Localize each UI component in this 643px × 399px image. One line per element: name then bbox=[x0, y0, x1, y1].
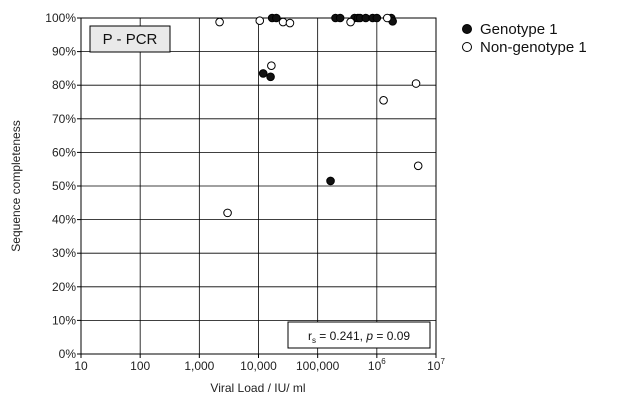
legend-label: Genotype 1 bbox=[480, 20, 558, 38]
y-tick-label: 10% bbox=[52, 313, 76, 327]
p-value: = 0.09 bbox=[373, 329, 410, 343]
y-tick-label: 30% bbox=[52, 246, 76, 260]
data-point-genotype-1 bbox=[272, 13, 281, 23]
y-tick-label: 60% bbox=[52, 145, 76, 159]
panel-label: P - PCR bbox=[103, 31, 158, 48]
y-tick-label: 100% bbox=[45, 11, 76, 25]
data-point-non-genotype-1 bbox=[413, 161, 423, 171]
p-symbol: p bbox=[365, 329, 373, 343]
x-axis-ticks: 10 100 1,000 10,000 100,000 106 107 bbox=[74, 354, 445, 373]
data-point-non-genotype-1 bbox=[382, 13, 392, 23]
legend-item-non-genotype-1: Non-genotype 1 bbox=[462, 38, 587, 56]
data-point-non-genotype-1 bbox=[267, 61, 276, 71]
data-point-genotype-1 bbox=[258, 69, 268, 78]
x-tick-label: 106 bbox=[368, 357, 386, 373]
data-point-genotype-1 bbox=[326, 176, 335, 186]
grid-lines bbox=[80, 17, 437, 355]
data-point-genotype-1 bbox=[266, 72, 275, 82]
y-tick-label: 40% bbox=[52, 213, 76, 227]
y-tick-label: 90% bbox=[52, 45, 76, 59]
data-point-genotype-1 bbox=[372, 13, 382, 23]
stats-annotation: rs = 0.241, p = 0.09 bbox=[308, 329, 410, 345]
r-symbol: r bbox=[308, 329, 312, 343]
legend: Genotype 1 Non-genotype 1 bbox=[462, 20, 587, 56]
x-tick-label: 10 bbox=[74, 359, 88, 373]
y-tick-label: 70% bbox=[52, 112, 76, 126]
data-point-non-genotype-1 bbox=[255, 16, 265, 25]
y-tick-label: 80% bbox=[52, 78, 76, 92]
y-tick-label: 50% bbox=[52, 179, 76, 193]
legend-marker-open bbox=[462, 42, 472, 52]
legend-label: Non-genotype 1 bbox=[480, 38, 587, 56]
x-tick-label: 10,000 bbox=[240, 359, 277, 373]
x-tick-label: 100 bbox=[130, 359, 150, 373]
x-tick-label: 107 bbox=[427, 357, 445, 373]
x-tick-label: 1,000 bbox=[184, 359, 214, 373]
data-point-non-genotype-1 bbox=[215, 17, 224, 27]
stats-box bbox=[287, 321, 431, 349]
panel-label-box bbox=[89, 25, 171, 53]
y-axis-title: Sequence completeness bbox=[9, 120, 23, 251]
legend-item-genotype-1: Genotype 1 bbox=[462, 20, 587, 38]
data-point-non-genotype-1 bbox=[411, 79, 421, 88]
x-tick-label: 100,000 bbox=[296, 359, 340, 373]
data-point-non-genotype-1 bbox=[285, 18, 295, 28]
data-point-non-genotype-1 bbox=[379, 96, 388, 105]
data-point-non-genotype-1 bbox=[278, 17, 288, 27]
x-axis-title: Viral Load / IU/ ml bbox=[210, 381, 305, 395]
r-subscript: s bbox=[312, 336, 316, 345]
data-point-non-genotype-1 bbox=[223, 208, 232, 218]
y-tick-label: 20% bbox=[52, 280, 76, 294]
y-tick-label: 0% bbox=[59, 347, 77, 361]
y-axis-ticks: 0% 10% 20% 30% 40% 50% 60% 70% 80% 90% 100% bbox=[45, 11, 81, 361]
r-value: = 0.241, bbox=[316, 329, 366, 343]
legend-marker-filled bbox=[462, 24, 472, 34]
data-point-non-genotype-1 bbox=[346, 17, 355, 27]
data-point-genotype-1 bbox=[335, 13, 345, 23]
data-points bbox=[215, 13, 423, 218]
